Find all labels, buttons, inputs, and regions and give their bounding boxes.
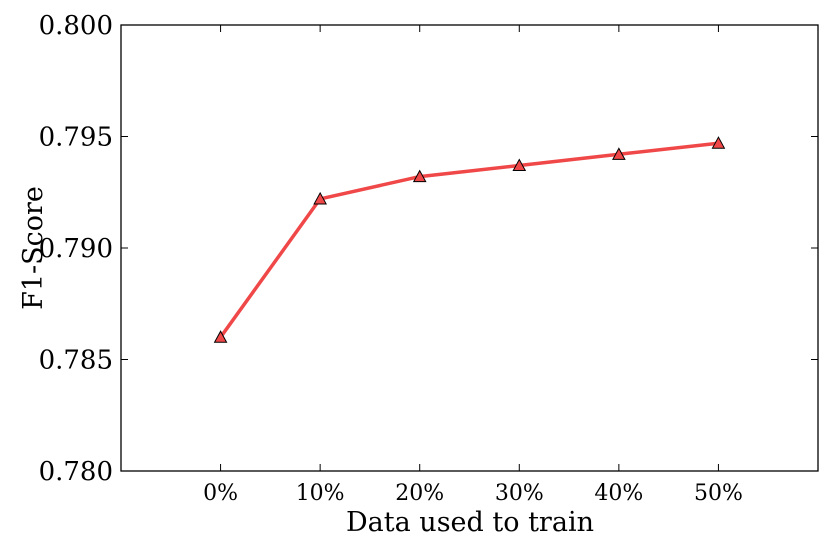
y-axis-ticks: 0.780 0.785 0.790 0.795 0.800 (39, 11, 818, 487)
x-tick-label: 40% (594, 481, 643, 506)
y-tick-label: 0.790 (39, 234, 113, 264)
data-point-marker (412, 169, 427, 183)
y-tick-label: 0.780 (39, 457, 113, 487)
data-point-marker (612, 147, 626, 160)
y-tick-label: 0.785 (39, 346, 113, 376)
y-tick-label: 0.800 (39, 11, 113, 41)
y-tick-label: 0.795 (39, 123, 113, 153)
series-line (219, 141, 719, 339)
x-tick-label: 20% (395, 481, 444, 506)
x-tick-label: 30% (495, 481, 544, 506)
data-series (213, 136, 726, 343)
x-axis-ticks: 0% 10% 20% 30% 40% 50% (203, 25, 743, 506)
x-tick-label: 10% (296, 481, 345, 506)
data-point-marker (313, 191, 327, 205)
data-point-marker (213, 330, 228, 343)
plot-frame (120, 24, 819, 472)
data-point-marker (711, 136, 726, 149)
y-axis-title: F1-Score (18, 186, 49, 310)
data-point-marker (512, 158, 527, 171)
x-tick-label: 50% (694, 481, 743, 506)
x-axis-title: Data used to train (346, 507, 594, 538)
x-tick-label: 0% (203, 481, 238, 506)
